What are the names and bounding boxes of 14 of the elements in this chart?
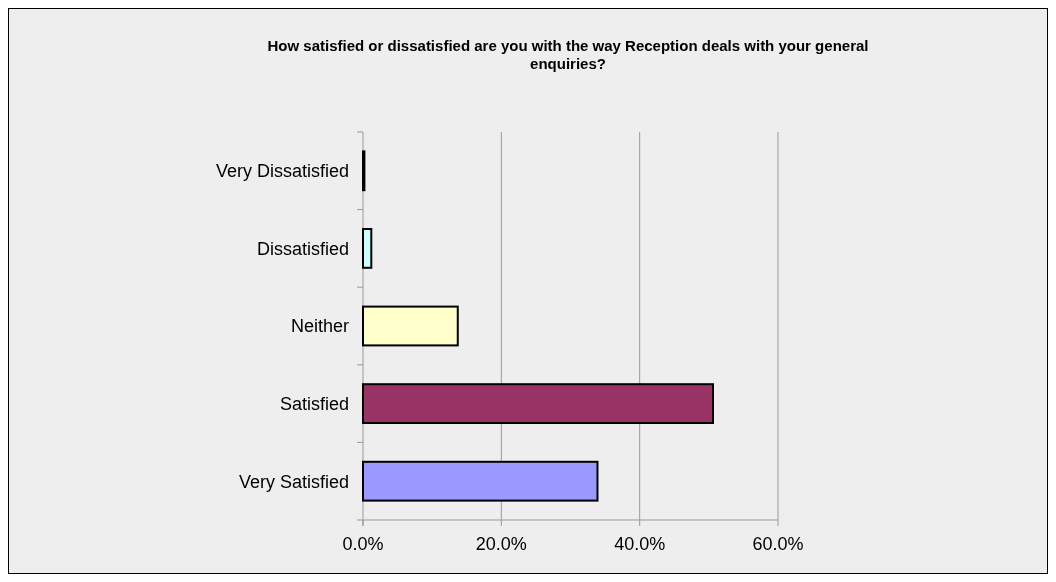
bar — [362, 383, 714, 424]
x-tick-label: 60.0% — [752, 534, 804, 554]
x-tick-label: 0.0% — [342, 534, 384, 554]
chart-title: How satisfied or dissatisfied are you with the way Reception deals with your general enquiries? — [267, 37, 869, 72]
bar — [362, 228, 373, 269]
y-tick-label: Very Dissatisfied — [215, 161, 349, 182]
x-tick-label: 20.0% — [475, 534, 527, 554]
x-tick-label: 40.0% — [614, 534, 666, 554]
y-tick-label: Dissatisfied — [256, 238, 349, 259]
bar — [362, 460, 599, 502]
y-tick-label: Neither — [290, 316, 349, 337]
y-tick-label: Very Satisfied — [238, 471, 349, 492]
bar — [362, 305, 459, 347]
y-tick-label: Satisfied — [279, 393, 349, 414]
